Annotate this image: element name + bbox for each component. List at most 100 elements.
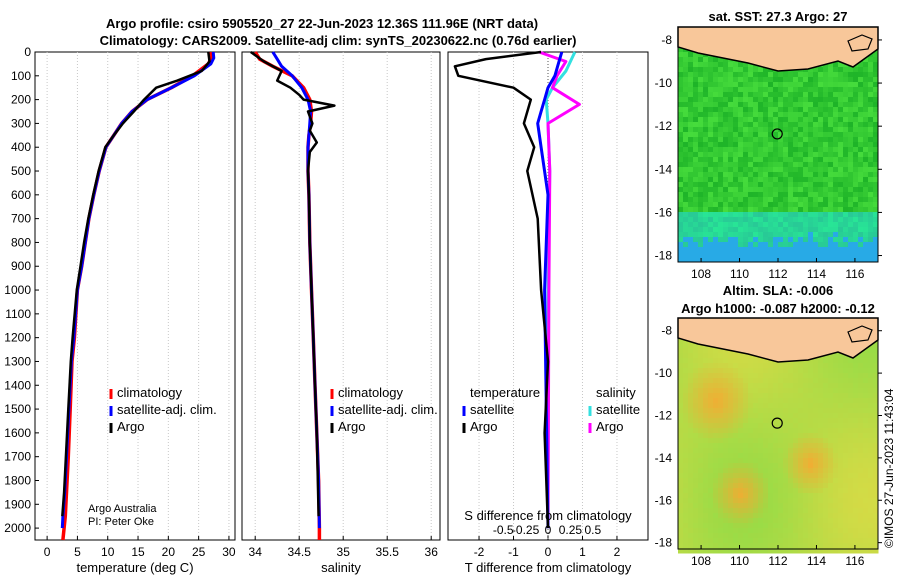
map-cell: [738, 187, 744, 193]
map-cell: [768, 533, 774, 539]
map-y-tick-label: -8: [661, 324, 672, 338]
map-cell: [703, 433, 709, 439]
map-cell: [703, 187, 709, 193]
map-cell: [748, 393, 754, 399]
map-cell: [728, 187, 734, 193]
map-cell: [678, 393, 684, 399]
map-cell: [683, 488, 689, 494]
map-cell: [858, 177, 864, 183]
map-cell: [783, 112, 789, 118]
map-cell: [748, 167, 754, 173]
map-cell: [753, 498, 759, 504]
map-cell: [773, 82, 779, 88]
map-cell: [848, 428, 854, 434]
map-cell: [733, 383, 739, 389]
map-cell: [828, 443, 834, 449]
map-cell: [783, 182, 789, 188]
map-cell: [678, 192, 684, 198]
map-cell: [818, 423, 824, 429]
map-cell: [813, 242, 819, 248]
map-cell: [858, 498, 864, 504]
map-cell: [743, 152, 749, 158]
map-cell: [698, 413, 704, 419]
map-cell: [853, 503, 859, 509]
map-cell: [873, 468, 879, 474]
map-cell: [783, 488, 789, 494]
map-cell: [733, 363, 739, 369]
map-cell: [713, 398, 719, 404]
map-cell: [743, 398, 749, 404]
map-cell: [713, 142, 719, 148]
map-cell: [728, 433, 734, 439]
map-cell: [848, 82, 854, 88]
map-cell: [698, 202, 704, 208]
map-cell: [798, 508, 804, 514]
map-cell: [818, 87, 824, 93]
map-cell: [688, 187, 694, 193]
map-cell: [768, 172, 774, 178]
map-cell: [818, 212, 824, 218]
map-cell: [688, 167, 694, 173]
map-cell: [838, 157, 844, 163]
map-cell: [708, 142, 714, 148]
map-cell: [733, 147, 739, 153]
map-cell: [688, 217, 694, 223]
map-cell: [778, 187, 784, 193]
map-cell: [763, 162, 769, 168]
map-cell: [868, 102, 874, 108]
map-cell: [843, 167, 849, 173]
map-cell: [783, 187, 789, 193]
map-cell: [823, 197, 829, 203]
map-cell: [823, 513, 829, 519]
map-cell: [863, 157, 869, 163]
map-cell: [853, 257, 859, 263]
map-cell: [833, 197, 839, 203]
map-cell: [768, 132, 774, 138]
map-cell: [813, 207, 819, 213]
map-cell: [798, 102, 804, 108]
map-cell: [808, 498, 814, 504]
x-tick-label: 5: [74, 545, 81, 559]
map-cell: [748, 157, 754, 163]
x-tick-label: 34.5: [288, 545, 312, 559]
map-cell: [793, 122, 799, 128]
map-cell: [728, 388, 734, 394]
map-cell: [688, 368, 694, 374]
map-cell: [823, 102, 829, 108]
map-cell: [703, 443, 709, 449]
map-cell: [698, 52, 704, 58]
map-cell: [738, 242, 744, 248]
map-cell: [848, 207, 854, 213]
map-cell: [798, 242, 804, 248]
map-cell: [783, 388, 789, 394]
map-cell: [693, 87, 699, 93]
map-cell: [678, 488, 684, 494]
map-cell: [723, 112, 729, 118]
map-cell: [743, 418, 749, 424]
map-cell: [858, 132, 864, 138]
map-cell: [718, 458, 724, 464]
map-cell: [778, 212, 784, 218]
map-cell: [698, 187, 704, 193]
map-cell: [848, 197, 854, 203]
map-cell: [718, 247, 724, 253]
map-cell: [733, 92, 739, 98]
map-cell: [743, 518, 749, 524]
map-cell: [793, 398, 799, 404]
map-cell: [793, 152, 799, 158]
map-cell: [873, 197, 879, 203]
map-cell: [748, 242, 754, 248]
map-cell: [868, 182, 874, 188]
map-cell: [678, 137, 684, 143]
map-cell: [708, 107, 714, 113]
map-cell: [793, 383, 799, 389]
map-cell: [738, 92, 744, 98]
map-cell: [843, 132, 849, 138]
map-cell: [688, 508, 694, 514]
map-cell: [813, 182, 819, 188]
map-cell: [838, 353, 844, 359]
map-cell: [793, 72, 799, 78]
map-cell: [703, 398, 709, 404]
map-cell: [843, 433, 849, 439]
map-cell: [723, 443, 729, 449]
